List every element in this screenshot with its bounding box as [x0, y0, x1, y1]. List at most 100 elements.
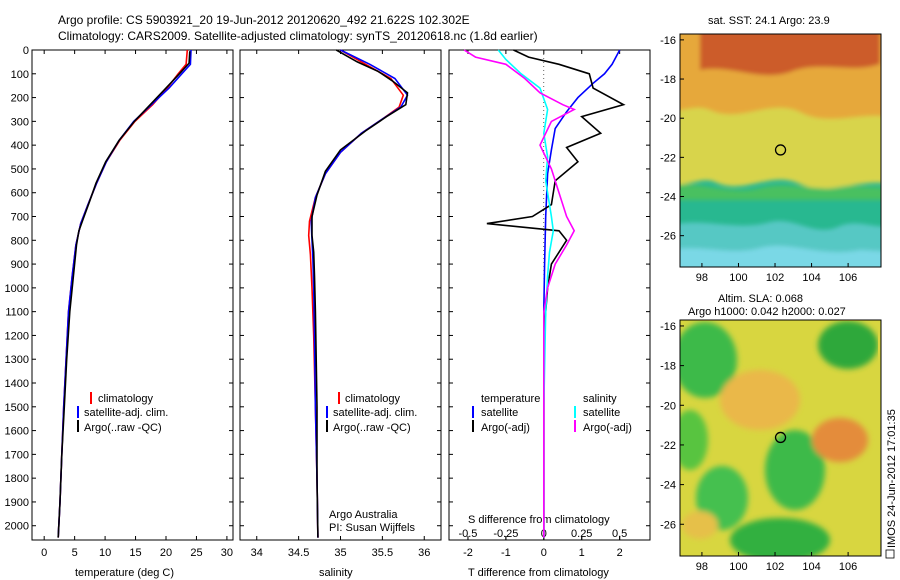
legend-t-argo-label: Argo(-adj) [481, 422, 530, 434]
legend-s-argo-label: Argo(-adj) [583, 422, 632, 434]
sla-map-frame [679, 319, 882, 557]
map-y-tick-label: -22 [660, 152, 676, 164]
map-y-tick-label: -26 [660, 519, 676, 531]
x-tick-label: -2 [463, 547, 473, 559]
y-tick-label: 1100 [5, 307, 29, 319]
map-y-tick-label: -22 [660, 440, 676, 452]
y-tick-label: 1900 [5, 497, 29, 509]
header-line1: Argo profile: CS 5903921_20 19-Jun-2012 … [58, 13, 470, 27]
x-tick-label: 30 [221, 547, 233, 559]
map-3-axes: 98 100 102 104 106 -16 -18 -20 -22 -24 -26 [660, 35, 857, 284]
difference-panel [448, 49, 651, 541]
annotation-argo-australia: Argo Australia [329, 509, 398, 521]
panel-1-marks: 34 34.5 35 35.5 36 [240, 49, 441, 559]
legend-s-sat-label: satellite [583, 407, 620, 419]
y-tick-label: 300 [11, 116, 29, 128]
salinity-panel [239, 49, 442, 541]
legend-satellite-label: satellite-adj. clim. [333, 407, 417, 419]
y-tick-label: 900 [11, 259, 29, 271]
sst-cold-patch [680, 245, 881, 267]
sla-low-ne [818, 321, 878, 369]
y-tick-label: 1400 [5, 378, 29, 390]
sst-map-title: sat. SST: 24.1 Argo: 23.9 [708, 15, 830, 27]
salinity-legend: climatology satellite-adj. clim. Argo(..… [326, 392, 417, 434]
map-x-tick-label: 102 [766, 561, 784, 573]
sla-high-c [682, 511, 718, 539]
map-y-tick-label: -18 [660, 74, 676, 86]
x2-tick-label: 0.25 [571, 528, 592, 540]
series-argo-raw-qc- [57, 51, 191, 538]
map-x-tick-label: 102 [766, 272, 784, 284]
x-tick-label: -1 [501, 547, 511, 559]
legend-temperature-title: temperature [481, 393, 540, 405]
y-tick-label: 700 [11, 212, 29, 224]
map-x-tick-label: 100 [729, 272, 747, 284]
sla-map-title2: Argo h1000: 0.042 h2000: 0.027 [688, 306, 846, 318]
temperature-xlabel: temperature (deg C) [75, 567, 174, 579]
y-tick-label: 400 [11, 140, 29, 152]
series-argo-raw-qc- [311, 49, 409, 538]
y-tick-label: 500 [11, 164, 29, 176]
x-tick-label: 2 [617, 547, 623, 559]
x-tick-label: 25 [190, 547, 202, 559]
legend-satellite-label: satellite-adj. clim. [84, 407, 168, 419]
float-location-marker [774, 144, 787, 156]
series-salinity-argo-adj- [463, 49, 577, 538]
x2-tick-label: 0.5 [612, 528, 627, 540]
map-x-tick-label: 98 [696, 272, 708, 284]
y-tick-label: 0 [23, 45, 29, 57]
map-x-tick-label: 106 [839, 272, 857, 284]
x-tick-label: 35 [334, 547, 346, 559]
map-y-tick-label: -20 [660, 113, 676, 125]
sla-high-a [720, 370, 800, 430]
y-tick-label: 1300 [5, 354, 29, 366]
y-tick-label: 800 [11, 235, 29, 247]
y-tick-label: 1200 [5, 330, 29, 342]
legend-t-sat-label: satellite [481, 407, 518, 419]
x2-tick-label: -0.25 [493, 528, 518, 540]
sdiff-legend: salinity satellite Argo(-adj) [574, 393, 632, 434]
map-x-tick-label: 100 [729, 561, 747, 573]
x-tick-label: 34.5 [288, 547, 309, 559]
map-y-tick-label: -16 [660, 35, 676, 47]
x-tick-label: 20 [160, 547, 172, 559]
map-y-tick-label: -24 [660, 192, 676, 204]
sdiff-xlabel: S difference from climatology [468, 514, 610, 526]
sst-map-frame [679, 33, 882, 268]
map-y-tick-label: -20 [660, 400, 676, 412]
legend-climatology-label: climatology [98, 393, 154, 405]
tdiff-legend: temperature satellite Argo(-adj) [472, 393, 540, 434]
panel-2-marks: -2 -1 0 1 2-0.5 -0.25 0 0.25 0.5 [449, 49, 650, 559]
x2-tick-label: -0.5 [458, 528, 477, 540]
temperature-legend: climatology satellite-adj. clim. Argo(..… [77, 392, 168, 434]
map-y-tick-label: -24 [660, 480, 676, 492]
legend-argo-label: Argo(..raw -QC) [333, 422, 411, 434]
y-tick-label: 100 [11, 69, 29, 81]
sla-low-center [765, 430, 825, 510]
sla-map [680, 320, 881, 556]
y-tick-label: 1500 [5, 402, 29, 414]
y-tick-label: 2000 [5, 521, 29, 533]
map-x-tick-label: 104 [802, 561, 820, 573]
x-tick-label: 0 [41, 547, 47, 559]
annotation-pi: PI: Susan Wijffels [329, 522, 415, 534]
map-x-tick-label: 98 [696, 561, 708, 573]
x-tick-label: 1 [579, 547, 585, 559]
y-tick-label: 1700 [5, 449, 29, 461]
map-y-tick-label: -26 [660, 231, 676, 243]
map-x-tick-label: 104 [802, 272, 820, 284]
sla-high-b [812, 418, 868, 462]
x-tick-label: 0 [541, 547, 547, 559]
salinity-xlabel: salinity [319, 567, 353, 579]
sst-green-mid [680, 184, 881, 200]
sla-low-nw [680, 322, 737, 398]
map-x-tick-label: 106 [839, 561, 857, 573]
float-location-marker [774, 431, 787, 444]
tdiff-xlabel: T difference from climatology [468, 567, 609, 579]
y-tick-label: 1000 [5, 283, 29, 295]
sla-low-w [680, 410, 708, 470]
sla-low-se [730, 518, 830, 556]
header-line2: Climatology: CARS2009. Satellite-adjuste… [58, 29, 538, 43]
y-tick-label: 200 [11, 93, 29, 105]
